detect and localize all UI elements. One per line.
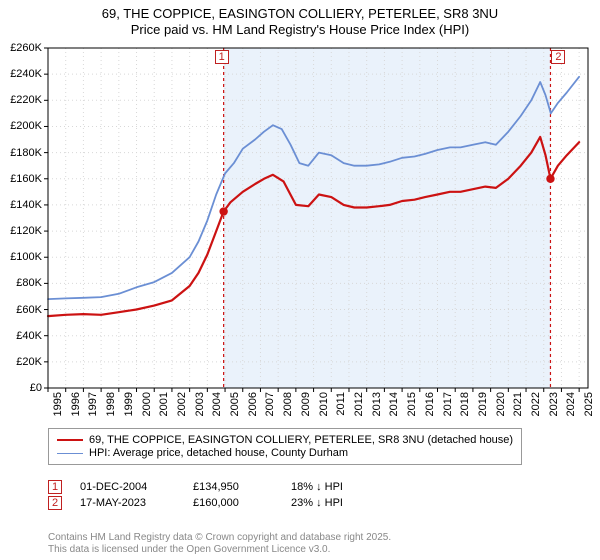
x-tick-label: 1995 bbox=[52, 392, 64, 416]
legend: 69, THE COPPICE, EASINGTON COLLIERY, PET… bbox=[48, 428, 522, 465]
y-tick-label: £100K bbox=[0, 251, 42, 263]
transaction-marker: 1 bbox=[48, 480, 62, 494]
x-tick-label: 2007 bbox=[264, 392, 276, 416]
x-tick-label: 2022 bbox=[530, 392, 542, 416]
x-tick-label: 1997 bbox=[87, 392, 99, 416]
y-tick-label: £140K bbox=[0, 199, 42, 211]
x-tick-label: 2015 bbox=[406, 392, 418, 416]
x-tick-label: 2016 bbox=[424, 392, 436, 416]
attribution: Contains HM Land Registry data © Crown c… bbox=[48, 532, 391, 556]
legend-row: 69, THE COPPICE, EASINGTON COLLIERY, PET… bbox=[57, 434, 513, 446]
y-tick-label: £220K bbox=[0, 94, 42, 106]
transaction-row: 1 01-DEC-2004 £134,950 18% ↓ HPI bbox=[48, 480, 391, 494]
x-tick-label: 2023 bbox=[548, 392, 560, 416]
y-tick-label: £260K bbox=[0, 42, 42, 54]
y-tick-label: £0 bbox=[0, 382, 42, 394]
y-tick-label: £160K bbox=[0, 173, 42, 185]
x-tick-label: 1996 bbox=[70, 392, 82, 416]
x-tick-label: 2013 bbox=[371, 392, 383, 416]
x-tick-label: 2019 bbox=[477, 392, 489, 416]
y-tick-label: £60K bbox=[0, 304, 42, 316]
x-tick-label: 2020 bbox=[495, 392, 507, 416]
chart-marker-2: 2 bbox=[551, 50, 565, 64]
title-block: 69, THE COPPICE, EASINGTON COLLIERY, PET… bbox=[0, 0, 600, 39]
legend-row: HPI: Average price, detached house, Coun… bbox=[57, 447, 513, 459]
x-tick-label: 2003 bbox=[194, 392, 206, 416]
x-tick-label: 1999 bbox=[123, 392, 135, 416]
transaction-price: £134,950 bbox=[193, 481, 273, 493]
x-tick-label: 2006 bbox=[247, 392, 259, 416]
y-tick-label: £200K bbox=[0, 120, 42, 132]
chart-svg bbox=[48, 48, 588, 388]
y-tick-label: £180K bbox=[0, 147, 42, 159]
chart-container: 69, THE COPPICE, EASINGTON COLLIERY, PET… bbox=[0, 0, 600, 560]
legend-swatch bbox=[57, 453, 83, 454]
legend-label: HPI: Average price, detached house, Coun… bbox=[89, 447, 348, 459]
transaction-date: 17-MAY-2023 bbox=[80, 497, 175, 509]
transaction-date: 01-DEC-2004 bbox=[80, 481, 175, 493]
attribution-line-1: Contains HM Land Registry data © Crown c… bbox=[48, 532, 391, 544]
title-line-2: Price paid vs. HM Land Registry's House … bbox=[0, 22, 600, 38]
x-tick-label: 2008 bbox=[282, 392, 294, 416]
chart-marker-1: 1 bbox=[215, 50, 229, 64]
x-tick-label: 2024 bbox=[565, 392, 577, 416]
x-tick-label: 2011 bbox=[335, 392, 347, 416]
attribution-line-2: This data is licensed under the Open Gov… bbox=[48, 544, 391, 556]
x-tick-label: 2000 bbox=[141, 392, 153, 416]
x-tick-label: 2018 bbox=[459, 392, 471, 416]
y-tick-label: £240K bbox=[0, 68, 42, 80]
transaction-price: £160,000 bbox=[193, 497, 273, 509]
y-tick-label: £120K bbox=[0, 225, 42, 237]
chart-area: £0£20K£40K£60K£80K£100K£120K£140K£160K£1… bbox=[48, 48, 588, 388]
legend-swatch bbox=[57, 439, 83, 441]
transactions-table: 1 01-DEC-2004 £134,950 18% ↓ HPI 2 17-MAY-202… bbox=[48, 478, 391, 512]
y-tick-label: £80K bbox=[0, 277, 42, 289]
x-tick-label: 2004 bbox=[211, 392, 223, 416]
legend-label: 69, THE COPPICE, EASINGTON COLLIERY, PET… bbox=[89, 434, 513, 446]
x-tick-label: 2002 bbox=[176, 392, 188, 416]
x-tick-label: 2009 bbox=[300, 392, 312, 416]
x-tick-label: 2025 bbox=[583, 392, 595, 416]
x-tick-label: 2001 bbox=[158, 392, 170, 416]
x-tick-label: 2010 bbox=[318, 392, 330, 416]
x-tick-label: 2005 bbox=[229, 392, 241, 416]
x-tick-label: 1998 bbox=[105, 392, 117, 416]
transaction-row: 2 17-MAY-2023 £160,000 23% ↓ HPI bbox=[48, 496, 391, 510]
y-tick-label: £20K bbox=[0, 356, 42, 368]
y-tick-label: £40K bbox=[0, 330, 42, 342]
x-tick-label: 2014 bbox=[388, 392, 400, 416]
x-tick-label: 2017 bbox=[442, 392, 454, 416]
x-tick-label: 2021 bbox=[512, 392, 524, 416]
transaction-marker: 2 bbox=[48, 496, 62, 510]
transaction-pct: 18% ↓ HPI bbox=[291, 481, 391, 493]
title-line-1: 69, THE COPPICE, EASINGTON COLLIERY, PET… bbox=[0, 6, 600, 22]
x-tick-label: 2012 bbox=[353, 392, 365, 416]
transaction-pct: 23% ↓ HPI bbox=[291, 497, 391, 509]
